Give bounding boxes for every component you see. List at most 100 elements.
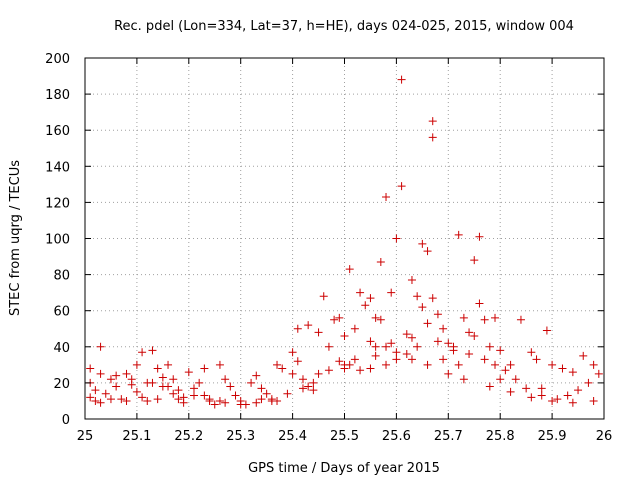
data-point <box>454 230 463 239</box>
y-tick-label: 40 <box>53 341 70 356</box>
data-point <box>444 369 453 378</box>
data-point <box>293 357 302 366</box>
data-point <box>340 360 349 369</box>
data-point <box>226 382 235 391</box>
data-point <box>278 364 287 373</box>
data-point <box>584 378 593 387</box>
data-point <box>376 257 385 266</box>
y-tick-label: 180 <box>45 88 70 103</box>
data-point <box>428 133 437 142</box>
data-point <box>86 364 95 373</box>
x-tick-label: 25.6 <box>382 429 411 444</box>
y-tick-label: 160 <box>45 124 70 139</box>
data-point <box>449 342 458 351</box>
data-point <box>304 382 313 391</box>
data-point <box>132 360 141 369</box>
y-tick-label: 20 <box>53 377 70 392</box>
data-point <box>527 393 536 402</box>
x-tick-label: 25.7 <box>434 429 463 444</box>
data-point <box>174 386 183 395</box>
data-point <box>298 375 307 384</box>
data-point <box>522 384 531 393</box>
data-point <box>392 355 401 364</box>
data-point <box>106 375 115 384</box>
points-layer <box>86 75 603 409</box>
data-point <box>324 366 333 375</box>
data-point <box>330 315 339 324</box>
data-point <box>138 348 147 357</box>
data-point <box>153 395 162 404</box>
data-point <box>122 369 131 378</box>
data-point <box>132 387 141 396</box>
chart-title: Rec. pdel (Lon=334, Lat=37, h=HE), days … <box>114 19 574 34</box>
data-point <box>382 360 391 369</box>
data-point <box>563 391 572 400</box>
data-point <box>506 387 515 396</box>
x-tick-label: 25.5 <box>330 429 359 444</box>
data-point <box>459 313 468 322</box>
data-point <box>387 288 396 297</box>
x-tick-label: 26 <box>596 429 613 444</box>
data-point <box>112 371 121 380</box>
data-point <box>428 117 437 126</box>
x-tick-label: 25.8 <box>486 429 515 444</box>
data-point <box>86 393 95 402</box>
data-point <box>184 368 193 377</box>
data-point <box>402 330 411 339</box>
data-point <box>574 386 583 395</box>
data-point <box>392 348 401 357</box>
data-point <box>485 382 494 391</box>
data-point <box>298 384 307 393</box>
data-point <box>496 375 505 384</box>
data-point <box>532 355 541 364</box>
data-point <box>397 182 406 191</box>
data-point <box>189 384 198 393</box>
data-point <box>485 342 494 351</box>
y-tick-label: 100 <box>45 233 70 248</box>
data-point <box>480 315 489 324</box>
data-point <box>475 299 484 308</box>
data-point <box>361 301 370 310</box>
data-point <box>470 331 479 340</box>
data-point <box>179 393 188 402</box>
data-point <box>356 366 365 375</box>
data-point <box>397 75 406 84</box>
data-point <box>127 375 136 384</box>
data-point <box>491 360 500 369</box>
data-point <box>335 357 344 366</box>
data-point <box>423 360 432 369</box>
data-point <box>153 364 162 373</box>
data-point <box>553 395 562 404</box>
data-point <box>418 239 427 248</box>
data-point <box>117 395 126 404</box>
data-point <box>428 294 437 303</box>
data-point <box>257 395 266 404</box>
data-point <box>96 398 105 407</box>
data-point <box>371 313 380 322</box>
data-point <box>158 382 167 391</box>
data-point <box>138 393 147 402</box>
data-point <box>91 386 100 395</box>
data-point <box>433 310 442 319</box>
data-point <box>345 265 354 274</box>
data-point <box>143 378 152 387</box>
data-point <box>527 348 536 357</box>
data-point <box>169 389 178 398</box>
data-point <box>465 350 474 359</box>
data-point <box>579 351 588 360</box>
data-point <box>366 364 375 373</box>
y-tick-label: 120 <box>45 196 70 211</box>
data-point <box>548 396 557 405</box>
y-tick-label: 80 <box>53 269 70 284</box>
data-point <box>319 292 328 301</box>
data-point <box>288 348 297 357</box>
data-point <box>433 337 442 346</box>
data-point <box>101 389 110 398</box>
data-point <box>366 294 375 303</box>
data-point <box>439 324 448 333</box>
x-tick-label: 25.9 <box>538 429 567 444</box>
y-tick-label: 60 <box>53 305 70 320</box>
data-point <box>366 337 375 346</box>
data-point <box>340 331 349 340</box>
